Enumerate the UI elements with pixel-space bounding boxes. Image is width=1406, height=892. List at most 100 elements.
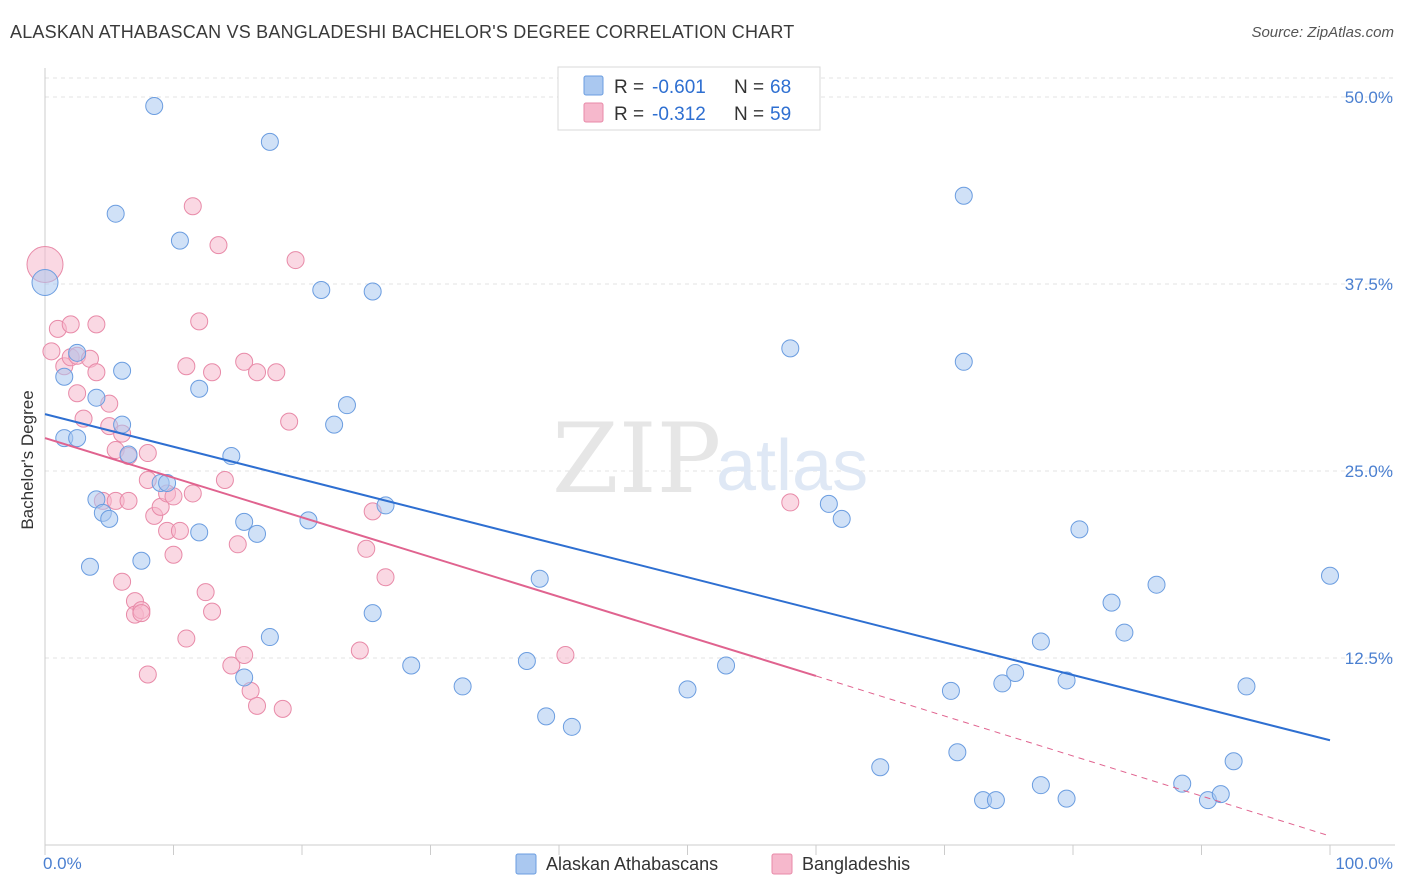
point-bangladeshis (170, 521, 189, 540)
point-alaskan-athabascans (941, 681, 960, 700)
series-alaskan-athabascans (31, 96, 1339, 810)
point-bangladeshis (209, 236, 228, 255)
point-alaskan-athabascans (948, 743, 967, 762)
legend-r-label-2: R = (614, 104, 644, 125)
point-alaskan-athabascans (1102, 593, 1121, 612)
point-alaskan-athabascans (1147, 575, 1166, 594)
point-alaskan-athabascans (562, 717, 581, 736)
point-alaskan-athabascans (190, 523, 209, 542)
source-label: Source: ZipAtlas.com (1251, 24, 1394, 41)
point-bangladeshis (203, 602, 222, 621)
point-alaskan-athabascans (106, 204, 125, 223)
point-bangladeshis (235, 352, 254, 371)
y-tick-label: 25.0% (1345, 462, 1393, 481)
point-alaskan-athabascans (190, 379, 209, 398)
watermark: ZIP atlas (552, 403, 868, 515)
point-alaskan-athabascans (119, 445, 138, 464)
legend-r-value-2: -0.312 (652, 104, 706, 125)
point-alaskan-athabascans (954, 186, 973, 205)
legend-n-value-1: 68 (770, 77, 791, 98)
y-tick-label: 12.5% (1345, 649, 1393, 668)
point-alaskan-athabascans (87, 388, 106, 407)
point-bangladeshis (164, 545, 183, 564)
point-bangladeshis (87, 315, 106, 334)
series-legend: Alaskan Athabascans Bangladeshis (515, 853, 910, 875)
trend-lines (44, 413, 1331, 837)
point-alaskan-athabascans (402, 656, 421, 675)
point-bangladeshis (138, 444, 157, 463)
axes (44, 68, 1395, 855)
legend-swatch-blue (583, 75, 604, 96)
point-alaskan-athabascans (453, 677, 472, 696)
point-alaskan-athabascans (1173, 774, 1192, 793)
point-alaskan-athabascans (1031, 776, 1050, 795)
point-bangladeshis (267, 363, 286, 382)
point-alaskan-athabascans (260, 628, 279, 647)
point-alaskan-athabascans (158, 473, 177, 492)
point-alaskan-athabascans (1237, 677, 1256, 696)
point-bangladeshis (357, 539, 376, 558)
point-bangladeshis (183, 197, 202, 216)
point-alaskan-athabascans (1321, 566, 1339, 585)
point-alaskan-athabascans (986, 791, 1005, 810)
point-bangladeshis (203, 363, 222, 382)
legend-n-label-2: N = (734, 104, 764, 125)
point-bangladeshis (87, 363, 106, 382)
point-bangladeshis (248, 363, 267, 382)
bottom-legend-swatch-pink (771, 853, 793, 875)
legend-swatch-pink (583, 102, 604, 123)
point-alaskan-athabascans (1006, 663, 1025, 682)
point-alaskan-athabascans (717, 656, 736, 675)
point-bangladeshis (113, 572, 132, 591)
legend-r-value-1: -0.601 (652, 77, 706, 98)
point-alaskan-athabascans (68, 429, 87, 448)
point-alaskan-athabascans (113, 415, 132, 434)
bottom-legend-label-pink: Bangladeshis (802, 854, 910, 874)
point-alaskan-athabascans (1057, 671, 1076, 690)
point-alaskan-athabascans (132, 551, 151, 570)
point-alaskan-athabascans (235, 512, 254, 531)
point-bangladeshis (273, 699, 292, 718)
point-bangladeshis (42, 342, 61, 361)
point-alaskan-athabascans (260, 132, 279, 151)
point-alaskan-athabascans (832, 509, 851, 528)
point-alaskan-athabascans (68, 343, 87, 362)
point-alaskan-athabascans (31, 269, 59, 297)
point-bangladeshis (132, 604, 151, 623)
correlation-legend: R = -0.601 N = 68 R = -0.312 N = 59 (557, 66, 821, 131)
point-bangladeshis (286, 251, 305, 270)
point-alaskan-athabascans (530, 569, 549, 588)
point-bangladeshis (215, 470, 234, 489)
point-alaskan-athabascans (170, 231, 189, 250)
point-bangladeshis (228, 535, 247, 554)
point-alaskan-athabascans (1070, 520, 1089, 539)
point-bangladeshis (196, 583, 215, 602)
point-alaskan-athabascans (678, 680, 697, 699)
point-bangladeshis (248, 696, 267, 715)
point-bangladeshis (235, 646, 254, 665)
point-alaskan-athabascans (517, 651, 536, 670)
watermark-zip: ZIP (552, 403, 721, 515)
point-bangladeshis (138, 665, 157, 684)
point-alaskan-athabascans (248, 524, 267, 543)
point-alaskan-athabascans (954, 352, 973, 371)
trend-line-alaskan-athabascans (44, 413, 1331, 742)
x-tick-labels: 0.0% 100.0% (43, 854, 1393, 873)
point-bangladeshis (190, 312, 209, 331)
point-bangladeshis (61, 315, 80, 334)
point-bangladeshis (350, 641, 369, 660)
point-alaskan-athabascans (537, 707, 556, 726)
point-alaskan-athabascans (235, 668, 254, 687)
x-tick-label-min: 0.0% (43, 854, 82, 873)
point-bangladeshis (781, 493, 800, 512)
point-alaskan-athabascans (312, 280, 331, 299)
point-bangladeshis (68, 384, 87, 403)
series-bangladeshis (26, 197, 800, 718)
point-alaskan-athabascans (1224, 752, 1243, 771)
point-bangladeshis (280, 412, 299, 431)
point-alaskan-athabascans (363, 604, 382, 623)
point-bangladeshis (177, 629, 196, 648)
point-alaskan-athabascans (993, 674, 1012, 693)
point-alaskan-athabascans (819, 494, 838, 513)
